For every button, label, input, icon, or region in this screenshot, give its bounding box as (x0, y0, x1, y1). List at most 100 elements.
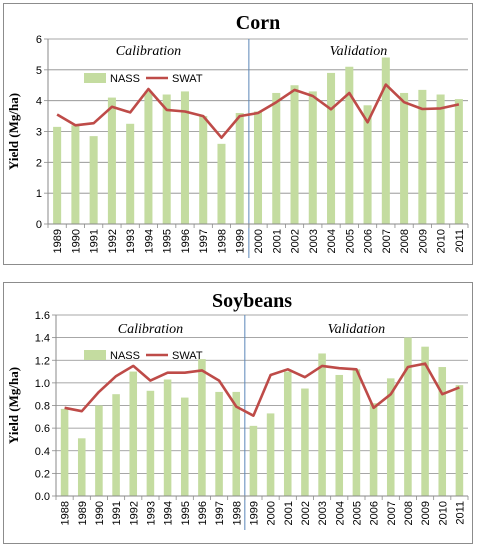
bar-nass (352, 369, 361, 496)
bar-nass (386, 378, 395, 496)
chart-title: Soybeans (212, 290, 292, 312)
bar-nass (381, 57, 390, 224)
bar-nass (77, 438, 86, 496)
y-tick-label: 2 (36, 157, 42, 169)
bar-nass (253, 111, 263, 224)
x-tick-label: 2010 (436, 229, 448, 253)
chart-title: Corn (236, 12, 280, 34)
y-axis-label: Yield (Mg/ha) (6, 93, 21, 170)
legend: NASS SWAT (84, 350, 203, 362)
bar-nass (199, 116, 208, 224)
x-tick-label: 2004 (326, 229, 338, 253)
bar-nass (272, 92, 281, 224)
legend-label-nass: NASS (110, 73, 140, 85)
bar-nass (455, 385, 464, 496)
legend: NASS SWAT (84, 73, 203, 85)
x-tick-label: 1995 (180, 501, 192, 525)
x-tick-label: 1989 (52, 229, 64, 253)
x-tick-label: 2011 (454, 229, 466, 253)
y-tick-label: 1.6 (35, 310, 50, 322)
bar-nass (318, 353, 326, 496)
bar-nass (308, 91, 317, 225)
bar-nass (144, 91, 153, 225)
x-tick-label: 2006 (369, 501, 381, 525)
y-tick-label: 0.0 (35, 491, 50, 503)
x-tick-label: 1998 (217, 229, 229, 253)
bar-nass (126, 123, 135, 224)
legend-swatch-nass (84, 350, 106, 360)
x-tick-label: 2007 (381, 229, 393, 253)
bar-nass (217, 143, 226, 224)
y-tick-label: 1.0 (35, 378, 50, 390)
calibration-label: Calibration (116, 44, 181, 59)
bar-nass (266, 413, 275, 496)
y-tick-label: 0.8 (35, 401, 50, 413)
x-tick-label: 2011 (454, 501, 466, 525)
bar-nass (53, 126, 62, 224)
bar-nass (345, 66, 354, 224)
legend-label-nass: NASS (110, 350, 140, 362)
bar-nass (95, 405, 103, 496)
bar-nass (112, 394, 120, 496)
x-tick-label: 1991 (111, 501, 123, 525)
x-tick-label: 1999 (235, 229, 247, 253)
bar-nass (146, 390, 155, 496)
x-tick-label: 1993 (125, 229, 137, 253)
bar-nass (235, 113, 244, 224)
x-tick-label: 2000 (253, 229, 265, 253)
bar-nass (129, 371, 138, 496)
x-tick-label: 1997 (198, 229, 210, 253)
calibration-label: Calibration (118, 322, 183, 337)
bar-nass (363, 105, 372, 224)
x-tick-label: 1994 (163, 501, 175, 525)
x-tick-label: 2003 (308, 229, 320, 253)
x-tick-label: 2002 (300, 501, 312, 525)
bar-nass (107, 97, 116, 224)
bar-nass (249, 425, 258, 496)
bar-nass (400, 92, 409, 224)
bar-nass (283, 371, 292, 496)
x-tick-label: 1997 (214, 501, 226, 525)
x-tick-label: 2003 (317, 501, 329, 525)
y-tick-label: 1.2 (35, 355, 50, 367)
x-tick-label: 2001 (271, 229, 283, 253)
x-tick-label: 1996 (197, 501, 209, 525)
bar-nass (335, 374, 344, 496)
x-tick-label: 1999 (248, 501, 260, 525)
x-tick-label: 1991 (89, 229, 101, 253)
line-swat (56, 83, 460, 139)
legend-swatch-nass (84, 73, 106, 83)
bar-nass (215, 391, 223, 496)
bar-nass (89, 136, 98, 224)
x-tick-label: 2002 (290, 229, 302, 253)
y-tick-label: 1 (36, 188, 42, 200)
x-tick-label: 2009 (417, 229, 429, 253)
line-swat (64, 362, 460, 417)
x-tick-label: 1998 (231, 501, 243, 525)
bar-nass (162, 94, 171, 224)
y-tick-label: 4 (36, 96, 42, 108)
corn-chart: Corn 0 1 2 3 4 5 6 Yield (Mg/ha) Calibration Valid… (6, 12, 469, 258)
x-tick-label: 1992 (107, 229, 119, 253)
y-tick-label: 3 (36, 127, 42, 139)
y-tick-label: 0.4 (35, 446, 50, 458)
x-tick-label: 2005 (351, 501, 363, 525)
bar-nass (290, 85, 299, 224)
x-tick-label: 2007 (386, 501, 398, 525)
x-tick-label: 1992 (128, 501, 140, 525)
bar-nass (418, 89, 427, 224)
x-tick-label: 2008 (399, 229, 411, 253)
x-tick-label: 2010 (437, 501, 449, 525)
y-tick-label: 6 (36, 34, 42, 46)
bar-nass (327, 72, 336, 225)
y-tick-label: 5 (36, 65, 42, 77)
x-tick-label: 1989 (77, 501, 89, 525)
bar-nass (436, 94, 445, 224)
x-tick-label: 1993 (145, 501, 157, 525)
x-tick-label: 2005 (344, 229, 356, 253)
y-axis-label: Yield (Mg/ha) (6, 367, 21, 444)
x-tick-label: 1994 (143, 229, 155, 253)
bar-nass (232, 391, 241, 496)
y-tick-label: 0 (36, 219, 42, 231)
bar-nass (404, 337, 412, 496)
